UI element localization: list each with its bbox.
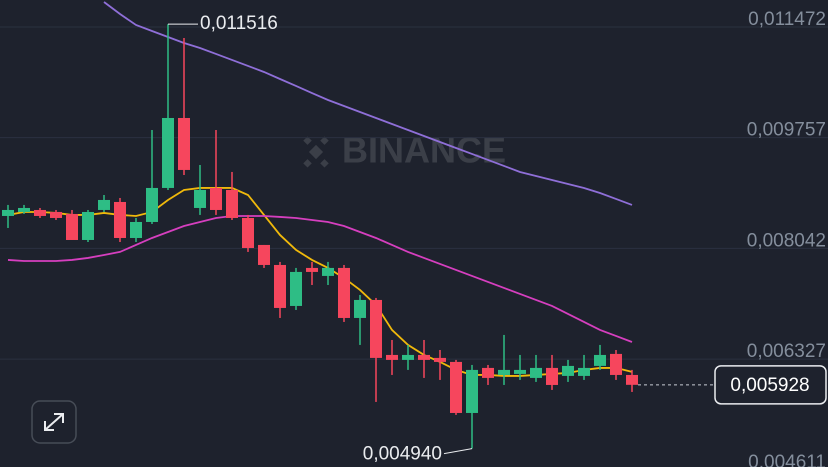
expand-button[interactable] bbox=[31, 400, 77, 444]
candle-body bbox=[114, 201, 126, 238]
y-tick-label: 0,006327 bbox=[747, 341, 826, 362]
candle-body bbox=[434, 357, 446, 362]
candle-body bbox=[354, 299, 366, 318]
last-price-box bbox=[714, 365, 827, 405]
candle-body bbox=[610, 353, 622, 375]
indicator-line bbox=[103, 1, 633, 206]
candle-body bbox=[450, 361, 462, 413]
candle-body bbox=[194, 189, 206, 208]
indicator-line bbox=[7, 215, 633, 343]
y-tick-label: 0,004611 bbox=[748, 452, 826, 467]
indicator-line bbox=[7, 187, 633, 377]
candle-body bbox=[578, 367, 590, 376]
candle-body bbox=[2, 209, 14, 216]
candle-body bbox=[546, 367, 558, 385]
candle-body bbox=[514, 369, 526, 374]
candle-body bbox=[562, 365, 574, 376]
last-price-label: 0,005928 bbox=[730, 375, 809, 396]
candle-body bbox=[322, 267, 334, 276]
high-label: 0,011516 bbox=[200, 13, 278, 34]
candle-body bbox=[178, 117, 190, 170]
candle-body bbox=[226, 189, 238, 218]
candle-body bbox=[98, 199, 110, 210]
candle-body bbox=[242, 217, 254, 248]
candle-body bbox=[338, 267, 350, 318]
y-tick-label: 0,008042 bbox=[747, 230, 826, 251]
candle-body bbox=[50, 211, 62, 218]
y-tick-label: 0,009757 bbox=[747, 120, 826, 141]
candle-body bbox=[466, 369, 478, 413]
candle-body bbox=[498, 369, 510, 375]
candle-body bbox=[130, 221, 142, 238]
y-tick-label: 0,011472 bbox=[748, 9, 826, 30]
candle-body bbox=[418, 354, 430, 360]
low-label: 0,004940 bbox=[363, 444, 442, 465]
candle-body bbox=[34, 209, 46, 216]
candle-body bbox=[18, 207, 30, 212]
candle-body bbox=[146, 187, 158, 222]
candle-body bbox=[402, 354, 414, 360]
candle-body bbox=[306, 267, 318, 272]
candle-body bbox=[162, 117, 174, 188]
candle-body bbox=[386, 354, 398, 360]
indicator-lines bbox=[7, 1, 633, 377]
candle-body bbox=[370, 299, 382, 358]
expand-icon bbox=[44, 413, 64, 431]
candle-body bbox=[258, 244, 270, 265]
candle-body bbox=[210, 187, 222, 210]
candle-body bbox=[82, 211, 94, 240]
candle-body bbox=[530, 367, 542, 378]
candle-body bbox=[482, 367, 494, 378]
candle-body bbox=[594, 354, 606, 366]
candle-body bbox=[66, 213, 78, 240]
low-connector bbox=[443, 448, 473, 455]
candle-body bbox=[626, 374, 638, 385]
candle-body bbox=[274, 264, 286, 308]
candle-body bbox=[290, 271, 302, 306]
